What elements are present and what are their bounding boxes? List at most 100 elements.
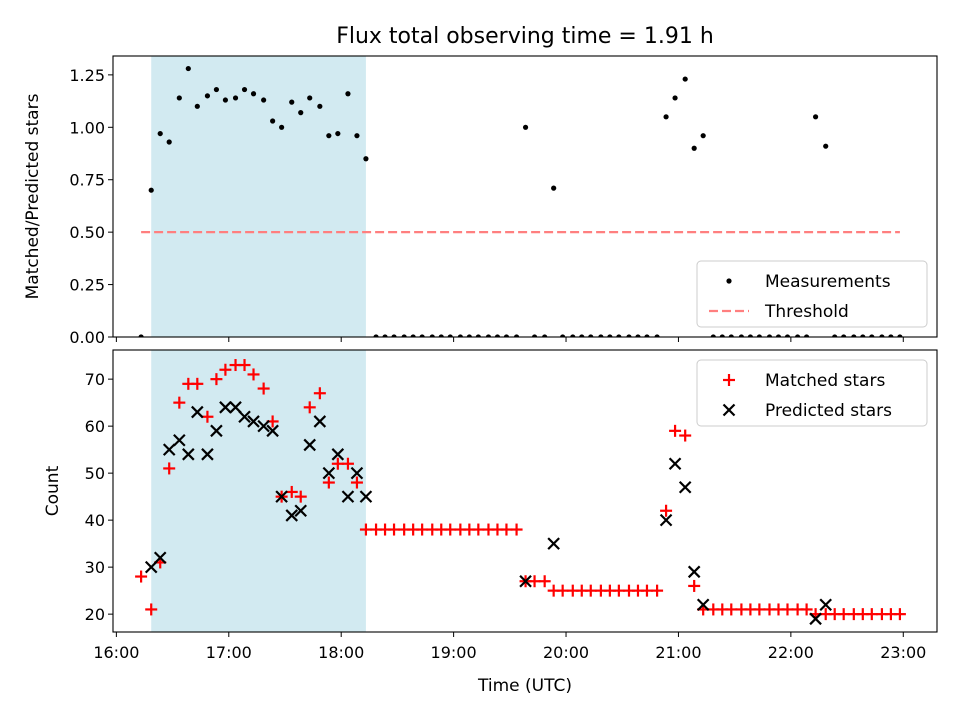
measurements-point	[279, 124, 285, 130]
y-tick-label: 40	[85, 511, 105, 530]
y-tick-label: 70	[85, 370, 105, 389]
x-stroke	[722, 403, 736, 417]
measurements-point	[522, 124, 529, 130]
measurements-point	[747, 334, 753, 337]
x-stroke	[285, 509, 299, 522]
predicted-stars-point	[687, 565, 701, 579]
x-stroke	[247, 415, 260, 428]
matched-stars-point	[191, 377, 204, 390]
measurements-point	[401, 334, 407, 337]
x-stroke	[266, 424, 279, 438]
predicted-stars-point	[696, 598, 710, 612]
x-stroke	[687, 565, 701, 579]
measurements-point	[270, 118, 276, 124]
matched-stars-point	[669, 424, 682, 437]
measurements-point	[766, 334, 773, 337]
y-tick-label: 0.00	[69, 328, 105, 347]
predicted-stars-point	[819, 598, 832, 612]
matched-stars-point	[359, 523, 372, 536]
measurements-point	[700, 133, 706, 139]
predicted-stars-point	[350, 466, 364, 480]
x-stroke	[331, 448, 345, 461]
x-stroke	[210, 424, 223, 438]
y-tick-label: 0.50	[69, 223, 105, 242]
matched-stars-point	[350, 476, 363, 489]
legend-threshold-label: Threshold	[764, 302, 849, 322]
matched-stars-point	[753, 603, 766, 616]
measurements-point	[419, 334, 425, 337]
matched-stars-point	[781, 603, 794, 616]
measurements-point	[851, 334, 857, 337]
matched-stars-point	[660, 504, 673, 517]
y-tick-label: 30	[85, 558, 105, 577]
predicted-stars-point	[144, 560, 158, 574]
measurements-point	[531, 334, 538, 337]
measurements-point	[363, 156, 369, 162]
matched-stars-point	[688, 579, 701, 592]
measurements-point	[429, 334, 435, 337]
matched-stars-point	[556, 584, 569, 597]
measurements-point	[513, 334, 520, 337]
y-tick-label: 20	[85, 605, 105, 624]
matched-stars-point	[173, 396, 186, 409]
x-stroke	[547, 537, 560, 550]
measurements-point	[728, 334, 734, 337]
measurements-point	[795, 334, 801, 337]
y-tick-label: 1.00	[69, 118, 105, 137]
x-stroke	[341, 490, 355, 503]
measurements-point	[832, 334, 838, 337]
predicted-stars-point	[257, 419, 270, 433]
x-stroke	[659, 513, 673, 527]
measurements-point	[756, 334, 762, 337]
predicted-stars-point	[668, 457, 682, 471]
x-stroke	[201, 448, 214, 461]
matched-stars-point	[257, 382, 270, 395]
matched-stars-point	[238, 359, 251, 372]
legend: Measurements Threshold	[696, 260, 928, 328]
matched-stars-point	[219, 363, 232, 376]
matched-stars-point	[303, 401, 316, 414]
legend-matched-stars-swatch	[723, 374, 735, 386]
predicted-stars-point	[519, 574, 532, 588]
measurements-point	[382, 334, 388, 337]
bottom-panel: 20 30 40 50 60 70 16:00 17:00 18:00 19:00 20:00 21:…	[43, 349, 938, 696]
matched-stars-point	[837, 608, 850, 621]
measurements-point	[307, 95, 313, 101]
measurements-point	[682, 76, 688, 82]
matched-stars-point	[163, 462, 176, 475]
x-stroke	[668, 457, 682, 471]
measurements-point	[897, 334, 903, 337]
matched-stars-point	[612, 584, 625, 597]
matched-stars-point	[210, 373, 223, 386]
matched-stars-point	[444, 523, 457, 536]
measurements-point	[494, 334, 501, 337]
x-stroke	[678, 480, 692, 494]
x-stroke	[144, 560, 158, 574]
measurements-point	[213, 86, 220, 93]
measurements-point	[485, 334, 492, 337]
measurements-series	[138, 65, 903, 337]
measurements-point	[691, 145, 697, 151]
measurements-point	[570, 334, 576, 337]
measurements-point	[841, 334, 847, 337]
predicted-stars-point	[294, 504, 308, 518]
measurements-point	[607, 334, 613, 337]
matched-stars-point	[510, 523, 523, 536]
predicted-stars-point	[162, 443, 176, 456]
measurements-point	[391, 334, 397, 337]
x-stroke	[294, 504, 308, 518]
matched-stars-point	[640, 584, 653, 597]
measurements-point	[654, 334, 660, 337]
measurements-point	[869, 334, 875, 337]
y-tick-label: 0.25	[69, 276, 105, 295]
predicted-stars-series	[144, 401, 832, 626]
measurements-point	[635, 334, 641, 337]
x-tick-label: 23:00	[880, 643, 926, 662]
legend-predicted-stars-swatch	[722, 403, 736, 417]
legend-box	[696, 359, 928, 427]
x-stroke	[696, 598, 710, 612]
measurements-point	[232, 95, 239, 101]
x-tick-label: 22:00	[768, 643, 814, 662]
predicted-stars-point	[191, 405, 204, 419]
predicted-stars-point	[219, 401, 232, 414]
